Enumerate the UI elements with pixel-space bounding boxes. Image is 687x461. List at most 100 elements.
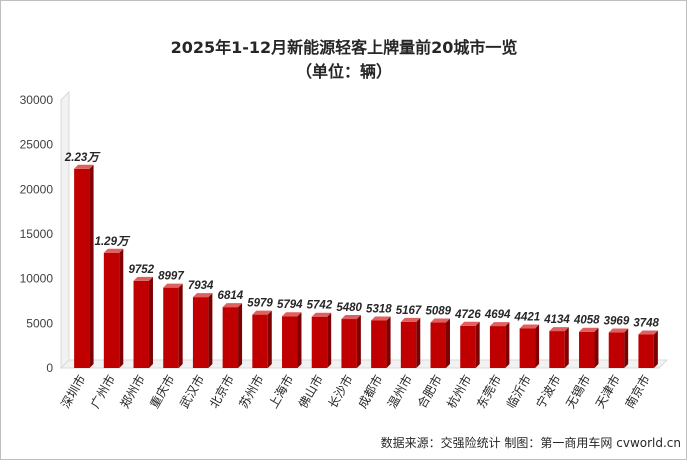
y-tick-label: 30000 xyxy=(20,93,54,107)
category-label: 杭州市 xyxy=(444,372,475,411)
bar-side xyxy=(416,317,421,368)
bar-side xyxy=(535,324,540,368)
data-label: 9752 xyxy=(128,264,154,276)
data-label: 4694 xyxy=(484,309,511,321)
data-label: 7934 xyxy=(188,280,214,292)
bar xyxy=(133,276,153,368)
chart-title: 2025年1-12月新能源轻客上牌量前20城市一览 xyxy=(171,38,518,57)
category-label: 佛山市 xyxy=(295,372,326,411)
data-label: 6814 xyxy=(218,290,244,302)
data-label: 5480 xyxy=(336,302,362,314)
bar-top xyxy=(489,322,510,327)
category-label: 重庆市 xyxy=(147,372,178,411)
bar-side xyxy=(475,321,480,368)
bar-side xyxy=(386,316,391,368)
bar-top xyxy=(519,324,540,329)
bar-side xyxy=(594,327,599,368)
bar-top xyxy=(192,293,213,298)
bar xyxy=(341,315,361,368)
category-label: 南京市 xyxy=(622,372,653,411)
bar-front xyxy=(549,331,565,368)
category-label: 宁波市 xyxy=(533,372,564,411)
y-tick-label: 0 xyxy=(46,361,53,375)
bar-front xyxy=(222,307,239,368)
bar-top xyxy=(430,318,450,323)
bar xyxy=(460,321,480,368)
bar xyxy=(638,330,658,368)
category-label: 成都市 xyxy=(354,372,385,411)
bar xyxy=(430,318,450,368)
bar-top xyxy=(163,283,183,288)
bar-top xyxy=(579,327,599,332)
bar-front xyxy=(489,326,506,368)
category-label: 温州市 xyxy=(384,372,415,411)
category-label: 广州市 xyxy=(87,372,118,411)
bar-front xyxy=(400,321,417,368)
bar-front xyxy=(133,280,149,368)
bar xyxy=(519,324,540,368)
category-label: 无锡市 xyxy=(562,372,593,411)
category-label: 上海市 xyxy=(265,372,296,411)
category-label: 合肥市 xyxy=(414,372,445,411)
category-label: 临沂市 xyxy=(503,372,534,411)
category-label: 苏州市 xyxy=(236,372,267,411)
bar-top xyxy=(282,312,302,317)
bar-front xyxy=(192,297,209,368)
y-tick-label: 25000 xyxy=(20,138,54,152)
bar xyxy=(579,327,599,368)
data-label: 4421 xyxy=(514,312,541,324)
bar-front xyxy=(103,252,120,368)
bar xyxy=(549,327,569,368)
bar xyxy=(608,328,629,368)
bar-front xyxy=(430,322,446,368)
bar-top xyxy=(133,276,153,281)
bar-side xyxy=(89,164,94,368)
data-label: 3748 xyxy=(633,318,659,330)
bar xyxy=(489,322,510,368)
bar-layer xyxy=(74,164,658,368)
bar xyxy=(103,248,124,368)
bar-side xyxy=(178,283,183,368)
data-label: 4134 xyxy=(543,314,570,326)
y-axis-wall xyxy=(60,90,70,370)
floor-plane xyxy=(59,359,669,369)
bar-front xyxy=(282,316,298,368)
data-label: 5167 xyxy=(396,305,422,317)
bar-top xyxy=(341,315,361,320)
data-label: 1.29万 xyxy=(95,235,131,248)
bar xyxy=(282,312,302,368)
source-note: 数据来源：交强险统计 制图：第一商用车网 cvworld.cn xyxy=(381,435,681,450)
bar-front xyxy=(460,325,476,368)
bar-side xyxy=(564,327,569,368)
bar-side xyxy=(356,315,361,368)
bar-side xyxy=(148,276,153,368)
category-label: 深圳市 xyxy=(57,372,88,411)
y-tick-label: 5000 xyxy=(26,316,53,330)
bar-front xyxy=(579,331,595,368)
bar-top xyxy=(371,316,391,321)
bar-front xyxy=(74,168,90,368)
bar-front xyxy=(371,320,387,368)
bar-side xyxy=(267,310,272,368)
bar xyxy=(74,164,94,368)
bar-top xyxy=(74,164,94,169)
bar-top xyxy=(549,327,569,332)
bar-top xyxy=(311,312,332,317)
bar-front xyxy=(163,287,179,368)
bar-top xyxy=(103,248,124,253)
data-label: 3969 xyxy=(604,316,630,328)
data-label: 8997 xyxy=(158,271,184,283)
bar xyxy=(192,293,213,368)
category-label: 武汉市 xyxy=(176,372,207,411)
bar-top xyxy=(400,317,421,322)
bar-side xyxy=(238,303,243,368)
category-label: 北京市 xyxy=(206,372,237,411)
category-label: 郑州市 xyxy=(117,372,148,411)
data-label: 5742 xyxy=(307,300,333,312)
category-label: 长沙市 xyxy=(325,372,356,411)
data-label: 4058 xyxy=(573,315,600,327)
bar xyxy=(163,283,183,368)
bar-front xyxy=(252,314,268,368)
category-label: 天津市 xyxy=(592,372,623,411)
